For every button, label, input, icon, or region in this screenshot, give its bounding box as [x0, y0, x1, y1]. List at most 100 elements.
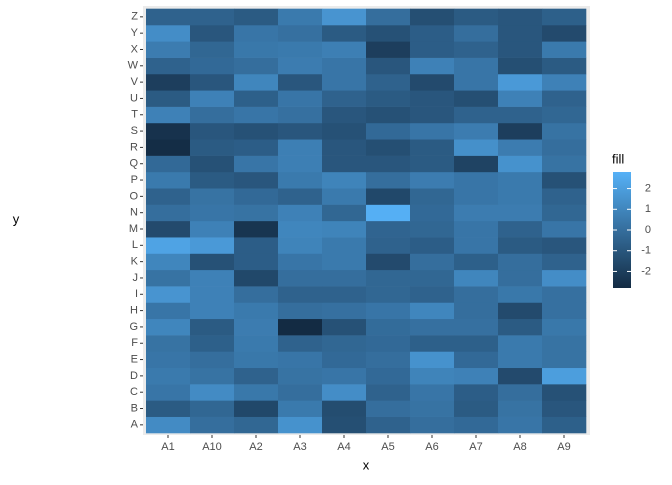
tile [410, 73, 455, 91]
y-tick-label: F [131, 337, 138, 349]
y-tick-label: R [130, 141, 138, 153]
tile [498, 253, 543, 271]
tile [366, 73, 411, 91]
tile [234, 155, 279, 173]
tile [146, 204, 191, 222]
tile [278, 57, 323, 75]
tile [454, 155, 499, 173]
tile [498, 237, 543, 254]
tile [454, 171, 499, 189]
tile [234, 220, 279, 238]
tile [278, 335, 323, 352]
tile [278, 171, 323, 189]
tile [454, 286, 499, 303]
tile [322, 73, 367, 91]
tile [366, 318, 411, 336]
tile [190, 139, 235, 156]
tile [542, 139, 587, 156]
tile [366, 269, 411, 287]
tile [454, 204, 499, 222]
tile [498, 188, 543, 205]
x-tick-label: A2 [249, 441, 262, 453]
y-tick-label: S [131, 125, 138, 137]
tile [366, 367, 411, 385]
x-tick-label: A10 [202, 441, 222, 453]
tile [190, 384, 235, 401]
tile [190, 41, 235, 58]
tile [410, 367, 455, 385]
tile [234, 57, 279, 75]
colorbar-label: 1 [645, 203, 651, 215]
tile [498, 269, 543, 287]
tile [542, 367, 587, 385]
tile [366, 220, 411, 238]
tile [498, 318, 543, 336]
tile [498, 302, 543, 320]
y-tick-label: M [129, 223, 138, 235]
tile [322, 25, 367, 42]
tile [146, 25, 191, 42]
tile [234, 269, 279, 287]
tile [498, 204, 543, 222]
tile [322, 155, 367, 173]
tile [146, 367, 191, 385]
tile [410, 335, 455, 352]
tile [190, 188, 235, 205]
tile [322, 122, 367, 140]
tile [366, 90, 411, 107]
tile [146, 139, 191, 156]
tile [234, 122, 279, 140]
tile [454, 335, 499, 352]
tile [322, 335, 367, 352]
x-tick-label: A8 [513, 441, 526, 453]
tile [410, 220, 455, 238]
tile [146, 41, 191, 58]
tile [190, 269, 235, 287]
tile [498, 171, 543, 189]
tile [410, 416, 455, 434]
tile [498, 367, 543, 385]
tile [542, 155, 587, 173]
y-tick-label: W [128, 60, 139, 72]
x-tick-label: A5 [381, 441, 394, 453]
tile [190, 302, 235, 320]
y-tick-label: T [131, 109, 138, 121]
y-tick-label: G [129, 321, 138, 333]
colorbar-label: 2 [645, 182, 651, 194]
tile [366, 155, 411, 173]
tile [190, 204, 235, 222]
tile [454, 351, 499, 369]
tile [454, 384, 499, 401]
x-tick-label: A4 [337, 441, 350, 453]
colorbar-label: -2 [641, 265, 651, 277]
tile [322, 57, 367, 75]
tile [234, 8, 279, 26]
tile [410, 286, 455, 303]
colorbar-label: -1 [641, 245, 651, 257]
tile [234, 367, 279, 385]
tile [410, 400, 455, 417]
tile [278, 204, 323, 222]
tile [278, 41, 323, 58]
tile [322, 286, 367, 303]
tile [454, 106, 499, 124]
tile [498, 139, 543, 156]
y-tick-label: V [131, 76, 139, 88]
tile [278, 253, 323, 271]
tile [278, 220, 323, 238]
tile [278, 351, 323, 369]
tile [366, 139, 411, 156]
tile [542, 25, 587, 42]
tile [366, 106, 411, 124]
y-tick-label: N [130, 207, 138, 219]
tile [322, 220, 367, 238]
tile [190, 57, 235, 75]
tile [410, 57, 455, 75]
tile [190, 8, 235, 26]
tile [278, 384, 323, 401]
tile [146, 335, 191, 352]
tile [234, 204, 279, 222]
tile [234, 384, 279, 401]
tile [542, 8, 587, 26]
tile [190, 318, 235, 336]
